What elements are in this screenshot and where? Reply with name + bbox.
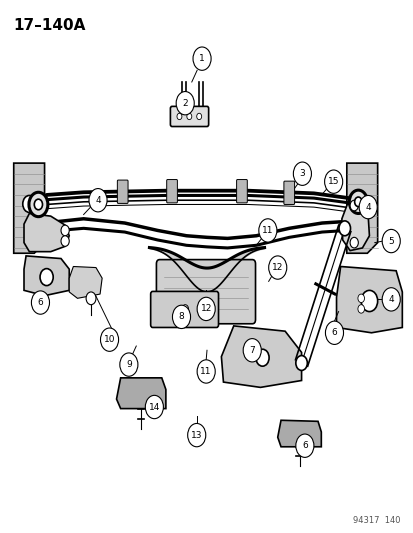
Polygon shape xyxy=(336,266,401,333)
FancyBboxPatch shape xyxy=(150,292,218,327)
Text: 14: 14 xyxy=(148,402,160,411)
Circle shape xyxy=(86,292,96,305)
Circle shape xyxy=(29,192,48,216)
Circle shape xyxy=(181,305,188,313)
Circle shape xyxy=(89,189,107,212)
Polygon shape xyxy=(24,256,69,296)
FancyBboxPatch shape xyxy=(166,180,177,203)
Polygon shape xyxy=(221,326,301,387)
Text: 5: 5 xyxy=(387,237,393,246)
Text: 4: 4 xyxy=(387,295,393,304)
Circle shape xyxy=(357,305,363,313)
Polygon shape xyxy=(116,378,166,409)
Circle shape xyxy=(100,328,118,351)
FancyBboxPatch shape xyxy=(156,260,255,324)
Text: 3: 3 xyxy=(299,169,304,178)
Text: 6: 6 xyxy=(331,328,337,337)
Circle shape xyxy=(295,356,306,370)
Circle shape xyxy=(293,162,311,185)
Text: 4: 4 xyxy=(95,196,101,205)
Circle shape xyxy=(61,225,69,236)
Text: 13: 13 xyxy=(190,431,202,440)
Text: 15: 15 xyxy=(327,177,339,186)
Circle shape xyxy=(255,349,268,366)
Circle shape xyxy=(34,199,43,210)
FancyBboxPatch shape xyxy=(170,107,208,126)
Circle shape xyxy=(360,290,377,312)
Circle shape xyxy=(197,360,215,383)
Circle shape xyxy=(31,291,50,314)
Circle shape xyxy=(325,321,343,344)
Text: 6: 6 xyxy=(301,441,307,450)
Circle shape xyxy=(338,221,350,236)
Polygon shape xyxy=(14,163,45,253)
Circle shape xyxy=(192,47,211,70)
Circle shape xyxy=(187,423,205,447)
Text: 4: 4 xyxy=(365,203,370,212)
Circle shape xyxy=(145,395,163,419)
Text: 1: 1 xyxy=(199,54,204,63)
Circle shape xyxy=(186,114,191,119)
Text: 10: 10 xyxy=(104,335,115,344)
FancyBboxPatch shape xyxy=(117,180,128,204)
Text: 11: 11 xyxy=(261,226,273,235)
Text: 9: 9 xyxy=(126,360,131,369)
Polygon shape xyxy=(24,214,69,252)
Text: 2: 2 xyxy=(182,99,188,108)
Circle shape xyxy=(349,200,358,211)
Circle shape xyxy=(242,338,261,362)
Circle shape xyxy=(258,219,276,242)
Polygon shape xyxy=(277,420,320,447)
Circle shape xyxy=(295,434,313,457)
Text: 17–140A: 17–140A xyxy=(14,18,86,34)
Circle shape xyxy=(176,92,194,115)
Text: 12: 12 xyxy=(200,304,211,313)
FancyBboxPatch shape xyxy=(283,181,294,205)
Polygon shape xyxy=(341,200,368,251)
Circle shape xyxy=(172,305,190,328)
Text: 7: 7 xyxy=(249,346,254,355)
Text: 12: 12 xyxy=(271,263,283,272)
Circle shape xyxy=(349,190,366,214)
Circle shape xyxy=(354,197,361,207)
Text: 8: 8 xyxy=(178,312,184,321)
Text: 6: 6 xyxy=(38,298,43,307)
Circle shape xyxy=(324,170,342,193)
FancyBboxPatch shape xyxy=(236,180,247,203)
Circle shape xyxy=(351,196,364,213)
Circle shape xyxy=(357,294,363,303)
Circle shape xyxy=(23,196,36,213)
Circle shape xyxy=(349,237,358,248)
Circle shape xyxy=(381,288,399,311)
Circle shape xyxy=(119,353,138,376)
Circle shape xyxy=(61,236,69,246)
Polygon shape xyxy=(69,266,102,298)
Circle shape xyxy=(381,229,399,253)
Polygon shape xyxy=(346,163,377,253)
Circle shape xyxy=(197,297,215,320)
Circle shape xyxy=(176,114,181,119)
Text: 94317  140: 94317 140 xyxy=(352,516,399,525)
Circle shape xyxy=(40,269,53,286)
Circle shape xyxy=(268,256,286,279)
Text: 11: 11 xyxy=(200,367,211,376)
Circle shape xyxy=(196,114,201,119)
Circle shape xyxy=(358,196,376,219)
